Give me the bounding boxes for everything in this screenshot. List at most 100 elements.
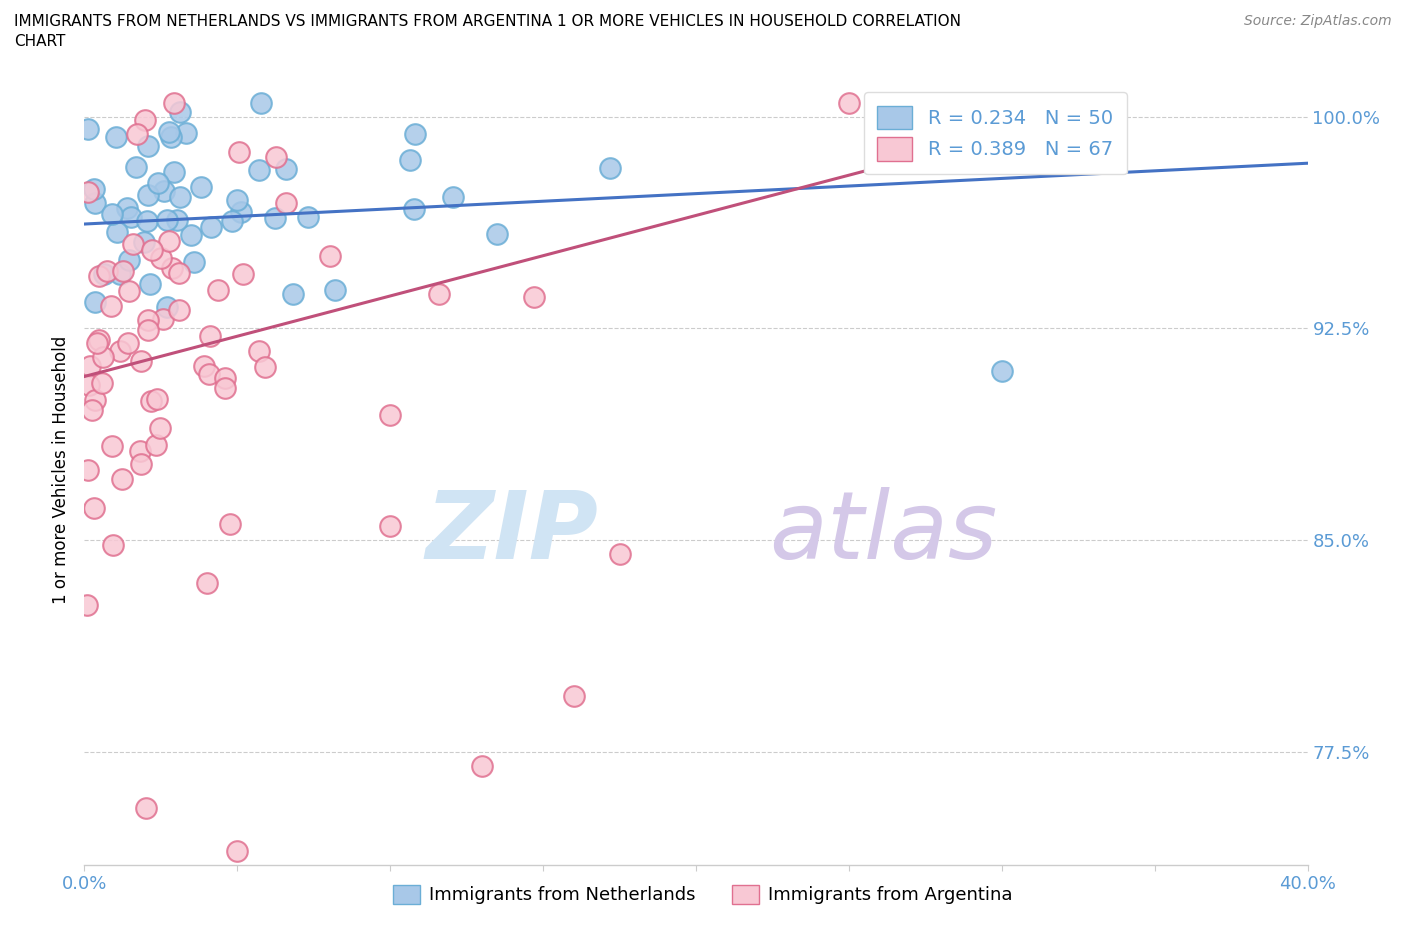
Point — [609, 547, 631, 562]
Point — [485, 227, 508, 242]
Point — [100, 439, 122, 454]
Point — [195, 575, 218, 590]
Point — [380, 519, 402, 534]
Point — [404, 126, 426, 141]
Point — [118, 284, 141, 299]
Point — [83, 195, 105, 210]
Point — [200, 219, 222, 234]
Point — [117, 336, 139, 351]
Point — [110, 267, 132, 282]
Point — [266, 150, 288, 165]
Point — [225, 193, 247, 207]
Point — [247, 163, 270, 178]
Point — [135, 801, 157, 816]
Point — [250, 95, 273, 110]
Point — [134, 234, 156, 249]
Y-axis label: 1 or more Vehicles in Household: 1 or more Vehicles in Household — [52, 336, 70, 604]
Point — [253, 360, 276, 375]
Point — [93, 267, 115, 282]
Point — [111, 264, 134, 279]
Point — [274, 162, 297, 177]
Point — [103, 538, 125, 552]
Legend: R = 0.234   N = 50, R = 0.389   N = 67: R = 0.234 N = 50, R = 0.389 N = 67 — [863, 92, 1126, 175]
Point — [86, 336, 108, 351]
Point — [183, 255, 205, 270]
Point — [169, 189, 191, 204]
Point — [100, 207, 122, 222]
Point — [138, 187, 160, 202]
Point — [100, 299, 122, 313]
Point — [134, 113, 156, 127]
Point — [281, 286, 304, 301]
Point — [76, 598, 98, 613]
Point — [77, 378, 100, 392]
Point — [104, 129, 127, 144]
Point — [118, 252, 141, 267]
Point — [274, 196, 297, 211]
Point — [427, 286, 450, 301]
Point — [127, 126, 149, 141]
Point — [120, 210, 142, 225]
Point — [141, 243, 163, 258]
Text: IMMIGRANTS FROM NETHERLANDS VS IMMIGRANTS FROM ARGENTINA 1 OR MORE VEHICLES IN H: IMMIGRANTS FROM NETHERLANDS VS IMMIGRANT… — [14, 14, 962, 29]
Point — [399, 153, 422, 167]
Point — [214, 381, 236, 396]
Point — [229, 205, 252, 219]
Point — [190, 179, 212, 194]
Point — [111, 472, 134, 486]
Point — [169, 105, 191, 120]
Point — [228, 144, 250, 159]
Point — [139, 277, 162, 292]
Point — [838, 95, 860, 110]
Point — [200, 328, 222, 343]
Point — [136, 138, 159, 153]
Text: Source: ZipAtlas.com: Source: ZipAtlas.com — [1244, 14, 1392, 28]
Point — [136, 322, 159, 337]
Point — [108, 344, 131, 359]
Point — [156, 299, 179, 314]
Point — [128, 444, 150, 458]
Point — [156, 213, 179, 228]
Point — [471, 759, 494, 774]
Point — [80, 402, 103, 417]
Point — [599, 161, 621, 176]
Point — [79, 358, 101, 373]
Point — [207, 282, 229, 297]
Point — [139, 393, 162, 408]
Point — [193, 359, 215, 374]
Point — [167, 302, 190, 317]
Legend: Immigrants from Netherlands, Immigrants from Argentina: Immigrants from Netherlands, Immigrants … — [387, 878, 1019, 911]
Point — [105, 225, 128, 240]
Point — [378, 407, 401, 422]
Point — [131, 353, 153, 368]
Point — [180, 228, 202, 243]
Text: CHART: CHART — [14, 34, 66, 49]
Text: ZIP: ZIP — [425, 487, 598, 578]
Point — [76, 122, 98, 137]
Point — [991, 364, 1014, 379]
Point — [163, 165, 186, 179]
Point — [523, 290, 546, 305]
Point — [152, 183, 174, 198]
Point — [160, 261, 183, 276]
Point — [167, 266, 190, 281]
Point — [83, 392, 105, 407]
Point — [129, 457, 152, 472]
Point — [232, 267, 254, 282]
Point — [84, 294, 107, 309]
Point — [404, 202, 426, 217]
Point — [297, 209, 319, 224]
Point — [136, 214, 159, 229]
Point — [166, 213, 188, 228]
Point — [145, 392, 167, 406]
Point — [562, 688, 585, 703]
Point — [221, 214, 243, 229]
Point — [247, 343, 270, 358]
Point — [125, 159, 148, 174]
Point — [117, 200, 139, 215]
Point — [77, 185, 100, 200]
Point — [83, 182, 105, 197]
Point — [441, 190, 464, 205]
Point — [90, 375, 112, 390]
Point — [87, 333, 110, 348]
